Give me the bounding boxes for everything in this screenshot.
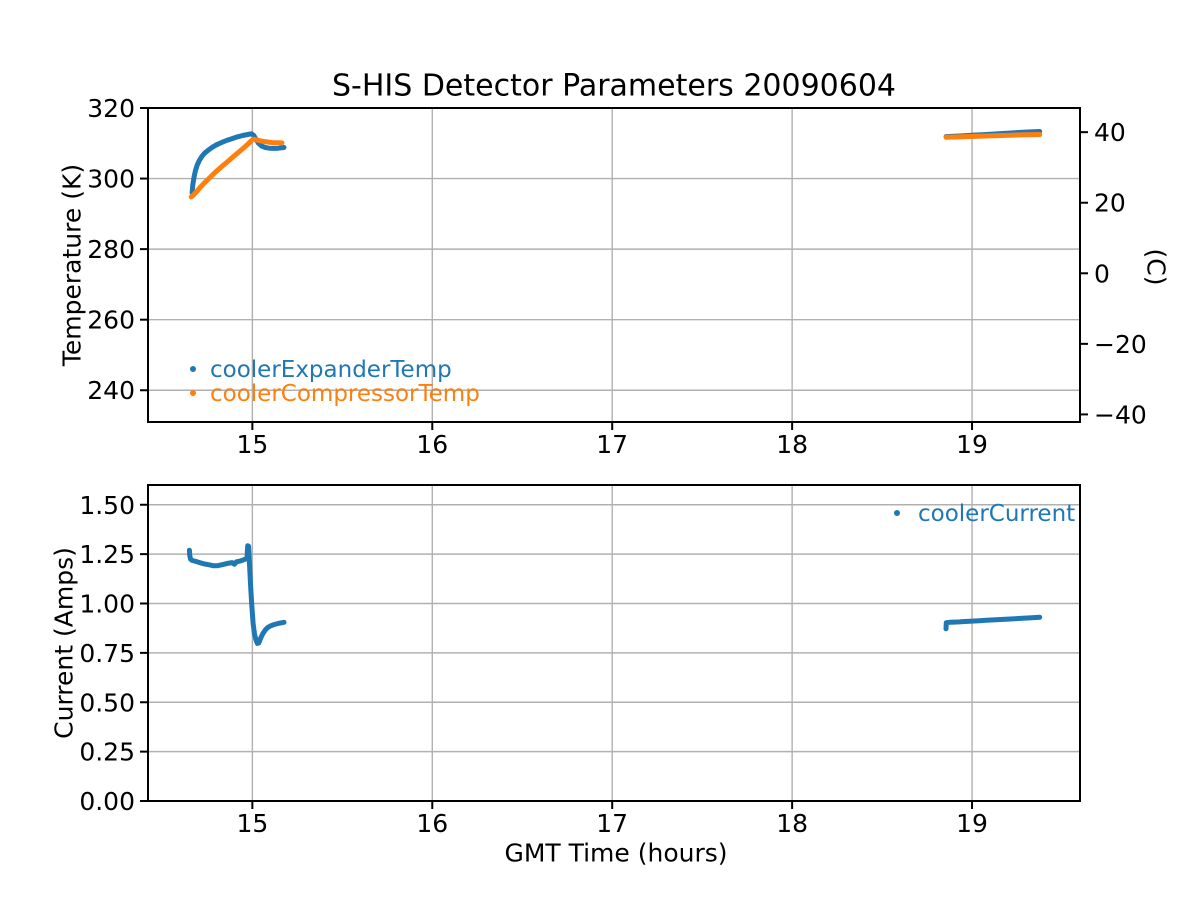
legend-marker-coolerExpanderTemp (190, 366, 196, 372)
x-tick-label: 18 (776, 430, 808, 459)
series-coolerExpanderTemp (189, 131, 287, 196)
x-tick-label: 16 (416, 809, 448, 838)
y-tick-label: 1.00 (79, 590, 135, 619)
legend-label-coolerCurrent: coolerCurrent (918, 501, 1075, 527)
y-tick-label: 300 (87, 165, 135, 194)
x-tick-label: 19 (956, 430, 988, 459)
series-coolerCurrent (943, 614, 1043, 632)
chart-title: S-HIS Detector Parameters 20090604 (331, 68, 897, 104)
right-y-tick-label: 0 (1094, 259, 1110, 288)
legend-label-coolerExpanderTemp: coolerExpanderTemp (210, 357, 452, 383)
x-axis-label: GMT Time (hours) (504, 838, 728, 868)
x-tick-label: 17 (596, 430, 628, 459)
axes-spines (147, 107, 1081, 423)
axes-spines (147, 484, 1081, 802)
y-tick-label: 240 (87, 376, 135, 405)
y-tick-label: 280 (87, 235, 135, 264)
y-tick-label: 0.75 (79, 639, 135, 668)
legend-marker-coolerCurrent (894, 510, 900, 516)
right-y-tick-label: 20 (1094, 189, 1126, 218)
x-tick-label: 17 (596, 809, 628, 838)
y-tick-label: 1.50 (79, 491, 135, 520)
x-tick-label: 15 (236, 809, 268, 838)
series-coolerCompressorTemp (188, 136, 285, 200)
right-y-tick-label: −40 (1094, 400, 1147, 429)
right-y-tick-label: −20 (1094, 330, 1147, 359)
top-right-y-axis-label: (C) (1141, 248, 1171, 286)
y-tick-label: 0.50 (79, 688, 135, 717)
legend-marker-coolerCompressorTemp (190, 390, 196, 396)
right-y-tick-label: 40 (1094, 118, 1126, 147)
y-tick-label: 320 (87, 94, 135, 123)
x-tick-label: 19 (956, 809, 988, 838)
legend-label-coolerCompressorTemp: coolerCompressorTemp (210, 381, 480, 407)
x-tick-label: 15 (236, 430, 268, 459)
x-tick-label: 18 (776, 809, 808, 838)
y-tick-label: 260 (87, 306, 135, 335)
series-coolerCurrent (186, 543, 287, 646)
bottom-y-axis-label: Current (Amps) (49, 547, 79, 739)
x-tick-label: 16 (416, 430, 448, 459)
y-tick-label: 0.00 (79, 787, 135, 816)
y-tick-label: 1.25 (79, 540, 135, 569)
top-y-axis-label: Temperature (K) (57, 163, 87, 367)
y-tick-label: 0.25 (79, 738, 135, 767)
series-coolerCompressorTemp (943, 132, 1043, 140)
